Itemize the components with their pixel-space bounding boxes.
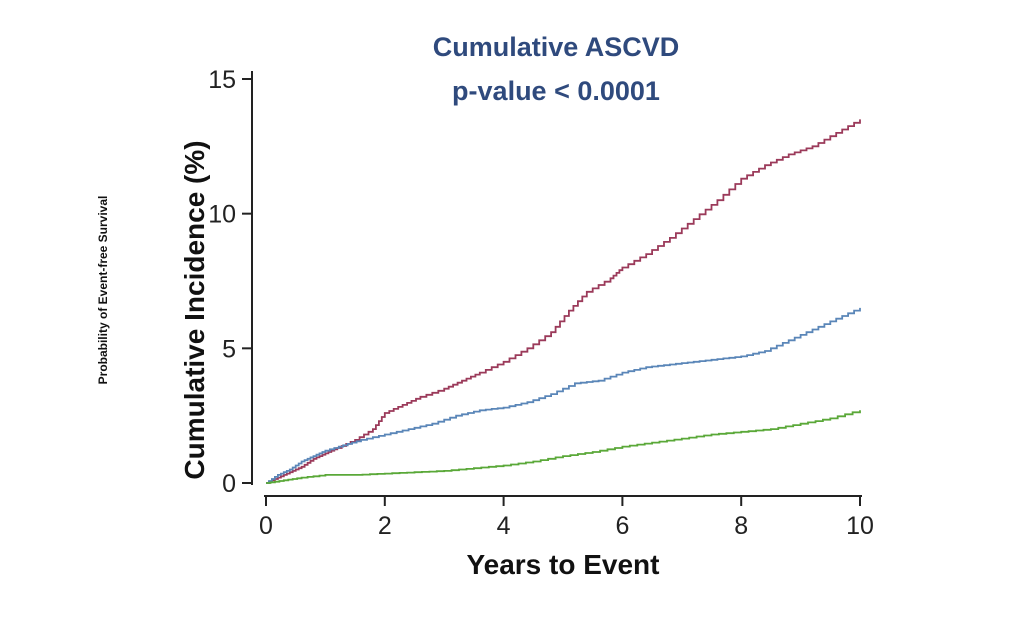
y-axis-label: Cumulative Incidence (%) — [179, 140, 210, 479]
x-tick-label: 8 — [734, 512, 748, 540]
x-tick-label: 4 — [497, 512, 511, 540]
green-series-line — [266, 410, 861, 484]
x-tick-label: 2 — [378, 512, 392, 540]
blue-series-line — [266, 307, 861, 484]
chart-subtitle: p-value < 0.0001 — [452, 76, 660, 106]
y-tick-label: 5 — [222, 335, 236, 363]
side-label: Probability of Event-free Survival — [96, 196, 110, 385]
y-ticks: 0 5 10 15 — [208, 66, 252, 498]
red-series-line — [266, 119, 861, 484]
y-tick-label: 0 — [222, 470, 236, 498]
axes — [251, 71, 862, 497]
x-tick-label: 10 — [846, 512, 874, 540]
x-axis-label: Years to Event — [467, 549, 660, 580]
x-ticks: 0 2 4 6 8 10 — [259, 496, 874, 540]
series-group — [266, 119, 861, 484]
y-tick-label: 10 — [208, 201, 236, 229]
y-tick-label: 15 — [208, 66, 236, 94]
chart-title: Cumulative ASCVD — [433, 32, 680, 62]
x-tick-label: 0 — [259, 512, 273, 540]
x-tick-label: 6 — [615, 512, 629, 540]
